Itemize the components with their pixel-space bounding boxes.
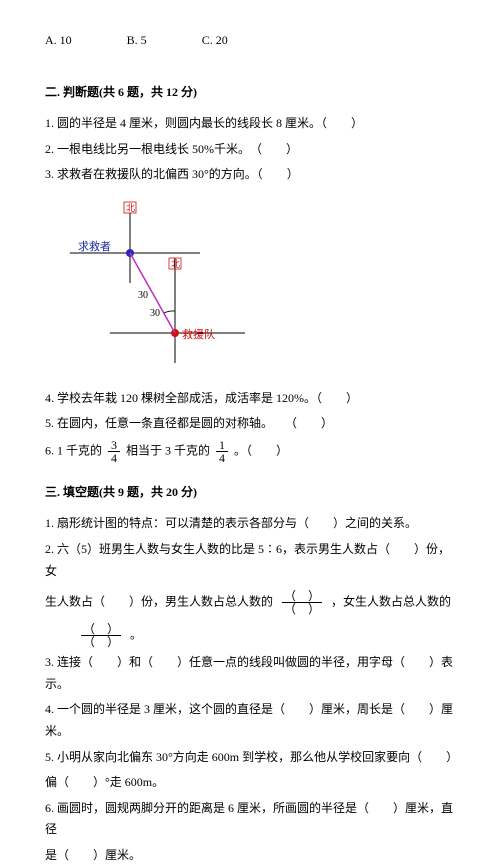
mc-options: A. 10 B. 5 C. 20 (45, 30, 455, 52)
s3-q2a: 2. 六（5）班男生人数与女生人数的比是 5∶6，表示男生人数占（ ）份，女 (45, 539, 455, 582)
s3-q2b: 生人数占（ ）份，男生人数占总人数的 （ ） （ ） ，女生人数占总人数的 (45, 590, 455, 615)
s2-q6-post: 。（ ） (234, 443, 288, 457)
s2-q6: 6. 1 千克的 3 4 相当于 3 千克的 1 4 。（ ） (45, 439, 455, 464)
fraction-1-4: 1 4 (216, 439, 228, 464)
dist-label: 30 (138, 290, 148, 301)
north-label-2: 北 (171, 259, 180, 269)
option-a: A. 10 (45, 30, 72, 52)
angle-label: 30 (150, 308, 160, 319)
rescue-diagram: 北 求救者 北 救援队 30 30 (70, 198, 455, 376)
s3-q6a: 6. 画圆时，圆规两脚分开的距离是 6 厘米，所画圆的半径是（ ）厘米，直径 (45, 798, 455, 841)
s3-q5b: 偏（ ）°走 600m。 (45, 772, 455, 794)
s3-q1: 1. 扇形统计图的特点：可以清楚的表示各部分与（ ）之间的关系。 (45, 513, 455, 535)
s2-q3: 3. 求救者在救援队的北偏西 30°的方向。（ ） (45, 164, 455, 186)
rescuer-label: 救援队 (182, 327, 215, 341)
s2-q1: 1. 圆的半径是 4 厘米，则圆内最长的线段长 8 厘米。（ ） (45, 113, 455, 135)
s3-q2c: （ ） （ ） 。 (45, 623, 455, 648)
s3-q4: 4. 一个圆的半径是 3 厘米，这个圆的直径是（ ）厘米，周长是（ ）厘米。 (45, 699, 455, 742)
option-c: C. 20 (202, 30, 228, 52)
fraction-3-4: 3 4 (108, 439, 120, 464)
section-2-title: 二. 判断题(共 6 题，共 12 分) (45, 82, 455, 104)
north-label-1: 北 (126, 203, 135, 213)
paren-frac-2: （ ） （ ） (81, 623, 121, 648)
s2-q6-pre: 6. 1 千克的 (45, 443, 102, 457)
s3-q3: 3. 连接（ ）和（ ）任意一点的线段叫做圆的半径，用字母（ ）表示。 (45, 652, 455, 695)
s2-q6-mid: 相当于 3 千克的 (126, 443, 210, 457)
s2-q4: 4. 学校去年栽 120 棵树全部成活，成活率是 120%。（ ） (45, 388, 455, 410)
section-3-title: 三. 填空题(共 9 题，共 20 分) (45, 482, 455, 504)
rescuee-label: 求救者 (78, 239, 111, 253)
option-b: B. 5 (127, 30, 147, 52)
s3-q2b-mid: ，女生人数占总人数的 (331, 594, 451, 608)
s2-q2: 2. 一根电线比另一根电线长 50%千米。 （ ） (45, 139, 455, 161)
s3-q2b-pre: 生人数占（ ）份，男生人数占总人数的 (45, 594, 273, 608)
s2-q5: 5. 在圆内，任意一条直径都是圆的对称轴。 （ ） (45, 413, 455, 435)
s3-q6b: 是（ ）厘米。 (45, 845, 455, 866)
paren-frac-1: （ ） （ ） (282, 590, 322, 615)
s3-q2c-text: 。 (130, 627, 142, 641)
s3-q5a: 5. 小明从家向北偏东 30°方向走 600m 到学校，那么他从学校回家要向（ … (45, 747, 455, 769)
